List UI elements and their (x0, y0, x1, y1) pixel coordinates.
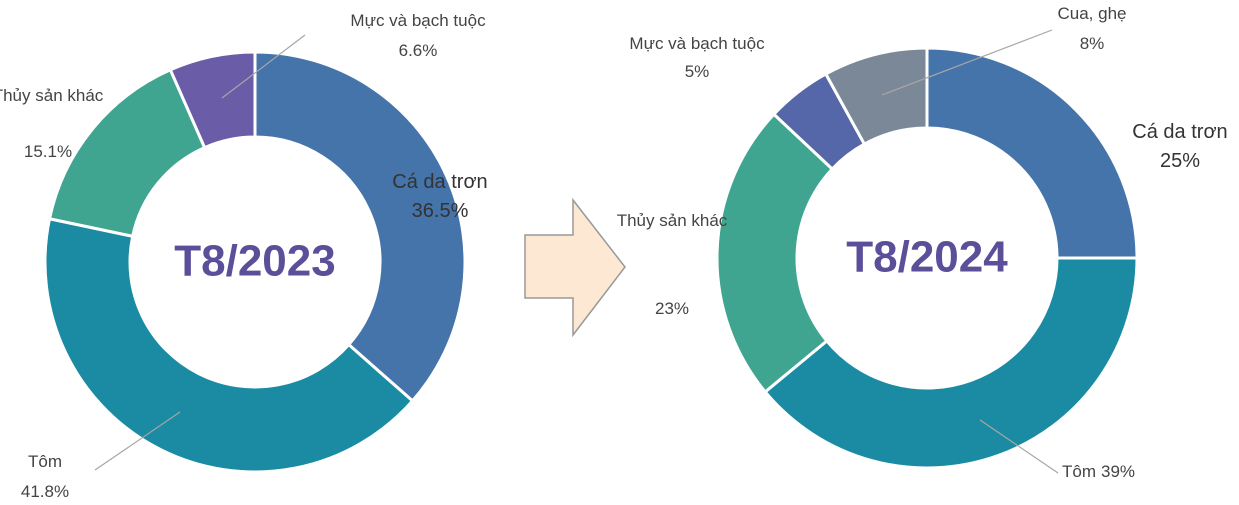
category-name: Mực và bạch tuộc (629, 34, 765, 53)
value-label: 23% (655, 299, 689, 318)
slice-label: Mực và bạch tuộc 5% (629, 34, 765, 81)
donut-slice (715, 112, 835, 394)
value-label: 36.5% (412, 200, 469, 222)
value-label: 25% (1160, 150, 1200, 172)
donut-slice (763, 256, 1139, 470)
value-label: 6.6% (399, 41, 438, 60)
category-name: Thủy sản khác (617, 211, 728, 230)
donut-slice (925, 46, 1139, 260)
leader-line (979, 419, 1059, 474)
value-label: 8% (1080, 34, 1105, 53)
category-name: Cá da trơn (1132, 121, 1227, 143)
donut-slice (168, 50, 257, 150)
slice-label: Tôm 41.8% (21, 452, 69, 501)
category-name: Mực và bạch tuộc (350, 11, 486, 30)
leader-line (94, 411, 181, 471)
leader-line (221, 34, 306, 99)
category-name: Tôm (1062, 462, 1096, 481)
slice-label: Tôm 39% (1062, 462, 1135, 481)
donut-slice (43, 216, 415, 474)
category-name: Cá da trơn (392, 171, 487, 193)
slice-label: Mực và bạch tuộc 6.6% (350, 11, 486, 60)
leader-line (881, 29, 1053, 96)
slice-label: Cá da trơn 25% (1132, 121, 1227, 172)
center-label: T8/2023 (174, 237, 335, 286)
category-name: Thủy sản khác (0, 86, 104, 105)
value-label: 39% (1101, 462, 1135, 481)
category-name: Cua, ghẹ (1058, 4, 1127, 23)
slice-label: Cá da trơn 36.5% (392, 171, 487, 222)
slice-label: Cua, ghẹ 8% (1058, 4, 1127, 53)
center-label: T8/2024 (846, 233, 1008, 282)
value-label: 5% (685, 62, 710, 81)
donut-slice (823, 46, 929, 147)
value-label: 15.1% (24, 142, 72, 161)
value-label: 41.8% (21, 482, 69, 501)
category-name: Tôm (28, 452, 62, 471)
slice-label: Thủy sản khác 15.1% (0, 86, 104, 161)
arrow (524, 197, 626, 338)
slice-label: Thủy sản khác 23% (617, 211, 728, 318)
donut-slice (253, 50, 467, 403)
